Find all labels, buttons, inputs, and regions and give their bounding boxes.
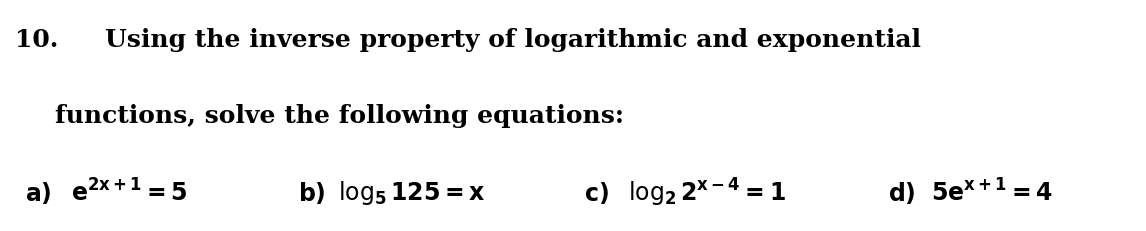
Text: $\mathbf{5e^{x+1} = 4}$: $\mathbf{5e^{x+1} = 4}$ <box>931 178 1053 205</box>
Text: functions, solve the following equations:: functions, solve the following equations… <box>55 104 625 128</box>
Text: 10.: 10. <box>15 28 58 52</box>
Text: $\mathbf{e^{2x+1} = 5}$: $\mathbf{e^{2x+1} = 5}$ <box>71 178 188 205</box>
Text: $\mathbf{c)}$: $\mathbf{c)}$ <box>584 179 610 205</box>
Text: $\mathbf{b)}$: $\mathbf{b)}$ <box>298 179 325 205</box>
Text: $\mathbf{\log_5 125 = x}$: $\mathbf{\log_5 125 = x}$ <box>338 178 486 206</box>
Text: Using the inverse property of logarithmic and exponential: Using the inverse property of logarithmi… <box>105 28 921 52</box>
Text: $\mathbf{d)}$: $\mathbf{d)}$ <box>888 179 916 205</box>
Text: $\mathbf{\log_2 2^{x-4} = 1}$: $\mathbf{\log_2 2^{x-4} = 1}$ <box>628 176 786 208</box>
Text: $\mathbf{a)}$: $\mathbf{a)}$ <box>25 179 52 205</box>
